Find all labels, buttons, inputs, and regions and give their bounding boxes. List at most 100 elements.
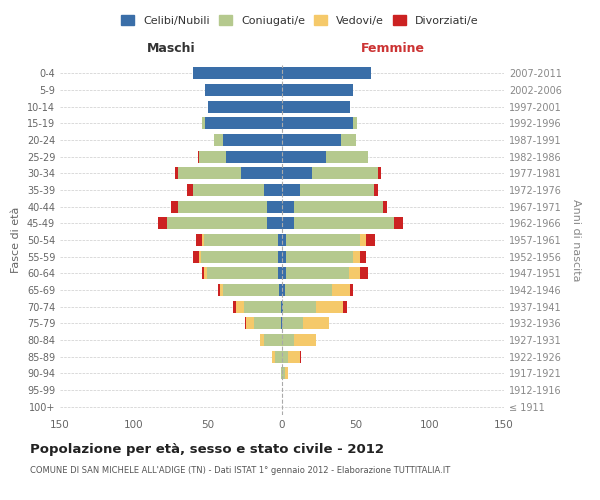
Legend: Celibi/Nubili, Coniugati/e, Vedovi/e, Divorziati/e: Celibi/Nubili, Coniugati/e, Vedovi/e, Di…	[117, 10, 483, 30]
Bar	[282, 234, 286, 246]
Bar	[282, 84, 353, 96]
Bar	[282, 218, 394, 230]
Bar	[175, 168, 282, 179]
Bar	[193, 68, 282, 80]
Bar	[282, 300, 316, 312]
Bar	[282, 118, 358, 130]
Bar	[214, 134, 282, 146]
Bar	[282, 68, 371, 80]
Bar	[282, 284, 353, 296]
Bar	[193, 184, 282, 196]
Bar	[202, 268, 282, 280]
Bar	[282, 268, 349, 280]
Y-axis label: Fasce di età: Fasce di età	[11, 207, 21, 273]
Bar	[282, 334, 316, 346]
Bar	[202, 118, 282, 130]
Bar	[208, 100, 282, 112]
Bar	[233, 300, 282, 312]
Bar	[282, 250, 286, 262]
Bar	[282, 134, 356, 146]
Bar	[245, 318, 282, 330]
Bar	[241, 168, 282, 179]
Bar	[220, 284, 282, 296]
Bar	[187, 184, 282, 196]
Bar	[282, 284, 350, 296]
Bar	[193, 184, 282, 196]
Bar	[208, 100, 282, 112]
Bar	[200, 250, 282, 262]
Bar	[282, 318, 329, 330]
Bar	[247, 318, 282, 330]
Bar	[282, 134, 356, 146]
Bar	[282, 234, 361, 246]
Bar	[206, 268, 282, 280]
Bar	[193, 68, 282, 80]
Y-axis label: Anni di nascita: Anni di nascita	[571, 198, 581, 281]
Bar	[178, 200, 282, 212]
Bar	[282, 284, 285, 296]
Bar	[282, 118, 358, 130]
Bar	[214, 134, 282, 146]
Bar	[281, 368, 282, 380]
Bar	[282, 318, 329, 330]
Bar	[254, 318, 282, 330]
Bar	[282, 150, 368, 162]
Bar	[282, 118, 358, 130]
Bar	[278, 234, 282, 246]
Bar	[260, 334, 282, 346]
Bar	[208, 100, 282, 112]
Bar	[223, 284, 282, 296]
Text: Popolazione per età, sesso e stato civile - 2012: Popolazione per età, sesso e stato civil…	[30, 442, 384, 456]
Bar	[282, 368, 285, 380]
Bar	[282, 150, 368, 162]
Bar	[282, 300, 343, 312]
Bar	[279, 284, 282, 296]
Bar	[282, 150, 326, 162]
Bar	[282, 318, 303, 330]
Bar	[282, 218, 294, 230]
Bar	[282, 334, 294, 346]
Bar	[282, 100, 350, 112]
Bar	[282, 268, 361, 280]
Bar	[282, 84, 353, 96]
Bar	[199, 250, 282, 262]
Bar	[282, 350, 300, 362]
Bar	[167, 218, 282, 230]
Bar	[202, 118, 282, 130]
Bar	[282, 184, 300, 196]
Bar	[282, 200, 383, 212]
Bar	[282, 334, 316, 346]
Bar	[282, 284, 332, 296]
Bar	[205, 84, 282, 96]
Bar	[202, 118, 282, 130]
Bar	[282, 68, 371, 80]
Bar	[282, 218, 394, 230]
Bar	[282, 250, 353, 262]
Bar	[281, 300, 282, 312]
Bar	[199, 150, 282, 162]
Bar	[281, 368, 282, 380]
Bar	[282, 100, 350, 112]
Bar	[282, 300, 347, 312]
Bar	[282, 350, 301, 362]
Bar	[264, 184, 282, 196]
Bar	[282, 118, 353, 130]
Bar	[282, 250, 361, 262]
Bar	[282, 68, 371, 80]
Bar	[158, 218, 282, 230]
Bar	[272, 350, 282, 362]
Bar	[272, 350, 282, 362]
Bar	[282, 350, 288, 362]
Bar	[282, 268, 368, 280]
Bar	[282, 200, 383, 212]
Bar	[282, 234, 367, 246]
Bar	[282, 134, 341, 146]
Bar	[202, 234, 282, 246]
Bar	[282, 184, 378, 196]
Bar	[281, 318, 282, 330]
Bar	[281, 368, 282, 380]
Bar	[282, 84, 353, 96]
Bar	[193, 68, 282, 80]
Bar	[282, 250, 367, 262]
Bar	[205, 84, 282, 96]
